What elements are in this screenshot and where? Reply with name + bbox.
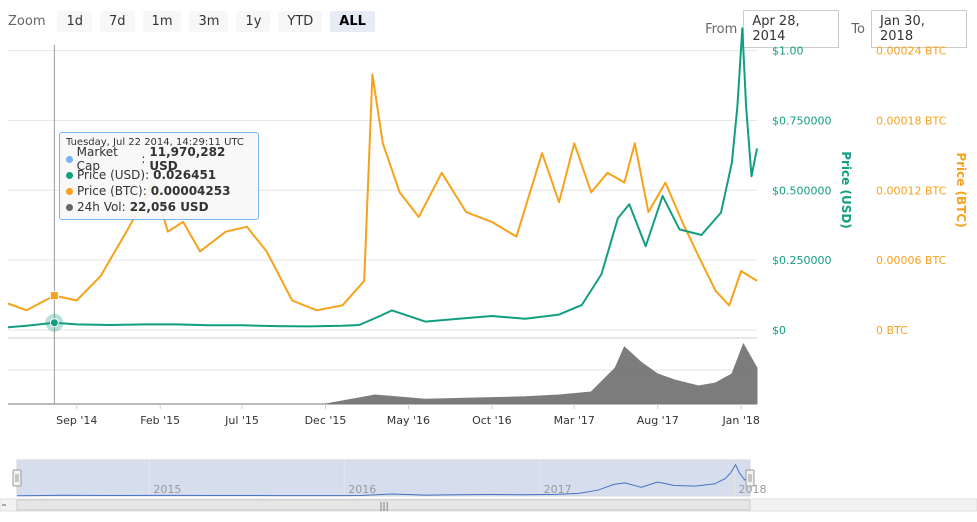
x-tick-label: Mar '17 [554, 414, 595, 427]
usd-price-series [7, 27, 758, 329]
btc-hover-marker [49, 291, 59, 301]
btc-tick-label: 0.00018 BTC [876, 114, 947, 127]
navigator-series [16, 463, 751, 497]
to-date-input[interactable]: Jan 30, 2018 [871, 10, 967, 48]
usd-tick-label: $0 [772, 324, 786, 337]
tooltip-value: 11,970,282 USD [149, 145, 226, 173]
to-label: To [851, 21, 865, 37]
scrollbar-grip-icon: ||| [380, 502, 389, 512]
date-range: From Apr 28, 2014 To Jan 30, 2018 [705, 10, 967, 48]
navigator-label: 2017 [544, 483, 572, 496]
zoom-all-button[interactable]: ALL [330, 10, 375, 32]
tooltip-title: Tuesday, Jul 22 2014, 14:29:11 UTC [66, 137, 244, 148]
x-tick-label: Oct '16 [472, 414, 512, 427]
btc-tick-label: 0.00012 BTC [876, 184, 947, 197]
from-date-input[interactable]: Apr 28, 2014 [743, 10, 840, 48]
zoom-1m-button[interactable]: 1m [142, 10, 182, 32]
x-tick-label: Jan '18 [721, 414, 759, 427]
usd-dot-icon [66, 171, 73, 179]
tooltip-value: 22,056 USD [129, 200, 209, 214]
btc-tick-label: 0.00006 BTC [876, 254, 947, 267]
usd-tick-label: $0.500000 [772, 184, 832, 197]
x-tick-label: Sep '14 [56, 414, 97, 427]
navigator-left-handle[interactable] [12, 469, 22, 487]
usd-hover-marker [49, 318, 59, 328]
x-tick-label: Jul '15 [224, 414, 259, 427]
volume-series [8, 342, 758, 405]
tooltip-row-usd: Price (USD):0.026451 [66, 167, 252, 183]
tooltip-name: Price (BTC) [77, 184, 143, 198]
tooltip-name: 24h Vol [77, 200, 122, 214]
x-tick-label: May '16 [387, 414, 430, 427]
tooltip-value: 0.026451 [153, 168, 217, 182]
navigator-label: 2015 [153, 483, 181, 496]
usd-axis-title: Price (USD) [839, 151, 853, 229]
navigator-label: 2018 [739, 483, 767, 496]
tooltip-row-btc: Price (BTC):0.00004253 [66, 183, 252, 199]
btc-tick-label: 0 BTC [876, 324, 908, 337]
navigator-selection [16, 459, 751, 497]
volume-dot-icon [66, 203, 73, 211]
tooltip-value: 0.00004253 [150, 184, 231, 198]
tooltip-name: Price (USD) [77, 168, 146, 182]
tooltip-row-marketcap: Market Cap:11,970,282 USD [66, 145, 252, 173]
usd-tick-label: $0.250000 [772, 254, 832, 267]
navigator-label: 2016 [348, 483, 376, 496]
from-label: From [705, 21, 738, 37]
tooltip-name: Market Cap [76, 145, 118, 173]
x-tick-label: Feb '15 [140, 414, 180, 427]
chart-tooltip: Tuesday, Jul 22 2014, 14:29:11 UTC Marke… [59, 132, 259, 220]
tooltip-row-volume: 24h Vol:22,056 USD [66, 199, 252, 215]
usd-tick-label: $1.00 [772, 45, 804, 58]
zoom-3m-button[interactable]: 3m [189, 10, 229, 32]
usd-tick-label: $0.750000 [772, 114, 832, 127]
zoom-label: Zoom [8, 13, 46, 29]
btc-axis-title: Price (BTC) [954, 152, 968, 227]
zoom-1y-button[interactable]: 1y [236, 10, 271, 32]
zoom-1d-button[interactable]: 1d [57, 10, 93, 32]
navigator-right-handle[interactable] [745, 469, 755, 487]
zoom-bar: Zoom 1d 7d 1m 3m 1y YTD ALL [0, 8, 375, 34]
scrollbar-thumb[interactable] [16, 499, 751, 511]
x-tick-label: Aug '17 [637, 414, 679, 427]
zoom-7d-button[interactable]: 7d [100, 10, 135, 32]
btc-dot-icon [66, 187, 73, 195]
marketcap-dot-icon [66, 155, 73, 163]
btc-tick-label: 0.00024 BTC [876, 45, 947, 58]
zoom-ytd-button[interactable]: YTD [278, 10, 323, 32]
x-tick-label: Dec '15 [305, 414, 347, 427]
